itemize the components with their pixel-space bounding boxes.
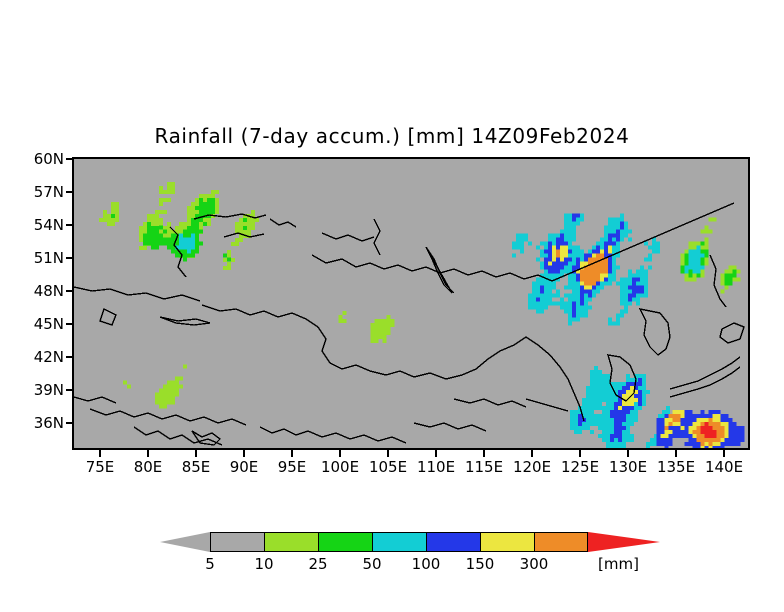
colorbar-segments[interactable] (210, 532, 588, 552)
colorbar-segment-100-150[interactable] (480, 532, 534, 552)
colorbar-unit-label: [mm] (598, 555, 639, 573)
page-title: Rainfall (7-day accum.) [mm] 14Z09Feb202… (154, 124, 630, 148)
colorbar-label-25: 25 (308, 555, 328, 573)
xtick-mark (483, 450, 485, 457)
ytick-mark (66, 191, 73, 193)
colorbar[interactable]: 5 10 25 50 100 150 300 [mm] (160, 528, 660, 582)
xlabel-90e: 90E (229, 458, 259, 476)
xtick-mark (291, 450, 293, 457)
ytick-mark (66, 290, 73, 292)
coastline-layer (74, 202, 745, 446)
ylabel-42n: 42N (33, 348, 64, 366)
ytick-mark (66, 422, 73, 424)
ylabel-36n: 36N (33, 414, 64, 432)
ytick-mark (66, 389, 73, 391)
xlabel-120e: 120E (512, 458, 552, 476)
xlabel-105e: 105E (368, 458, 408, 476)
map-plot-panel[interactable] (72, 157, 750, 450)
ylabel-60n: 60N (33, 150, 64, 168)
rainfall-cells (98, 181, 745, 448)
colorbar-label-150: 150 (465, 555, 495, 573)
colorbar-label-5: 5 (205, 555, 215, 573)
ylabel-51n: 51N (33, 249, 64, 267)
xtick-mark (435, 450, 437, 457)
ylabel-39n: 39N (33, 381, 64, 399)
xlabel-110e: 110E (416, 458, 456, 476)
colorbar-segment-5-10[interactable] (264, 532, 318, 552)
colorbar-label-50: 50 (362, 555, 382, 573)
xtick-mark (147, 450, 149, 457)
colorbar-high-cap (588, 532, 660, 552)
xlabel-100e: 100E (320, 458, 360, 476)
colorbar-segment-150-300[interactable] (534, 532, 588, 552)
xtick-mark (531, 450, 533, 457)
colorbar-segment-50-100[interactable] (426, 532, 480, 552)
xlabel-130e: 130E (608, 458, 648, 476)
xlabel-85e: 85E (181, 458, 211, 476)
colorbar-label-300: 300 (519, 555, 549, 573)
xlabel-140e: 140E (704, 458, 744, 476)
colorbar-label-100: 100 (411, 555, 441, 573)
xtick-mark (243, 450, 245, 457)
ylabel-45n: 45N (33, 315, 64, 333)
xtick-mark (627, 450, 629, 457)
xtick-mark (675, 450, 677, 457)
xtick-mark (339, 450, 341, 457)
ytick-mark (66, 323, 73, 325)
xtick-mark (195, 450, 197, 457)
xtick-mark (99, 450, 101, 457)
colorbar-label-10: 10 (254, 555, 274, 573)
rainfall-heatmap (74, 159, 748, 448)
xtick-mark (387, 450, 389, 457)
ytick-mark (66, 356, 73, 358)
xlabel-95e: 95E (277, 458, 307, 476)
xlabel-115e: 115E (464, 458, 504, 476)
ylabel-48n: 48N (33, 282, 64, 300)
colorbar-segment-10-25[interactable] (318, 532, 372, 552)
ylabel-57n: 57N (33, 183, 64, 201)
xlabel-80e: 80E (133, 458, 163, 476)
colorbar-low-cap (160, 532, 210, 552)
xtick-mark (723, 450, 725, 457)
ytick-mark (66, 224, 73, 226)
colorbar-segment-25-50[interactable] (372, 532, 426, 552)
ylabel-54n: 54N (33, 216, 64, 234)
ytick-mark (66, 158, 73, 160)
colorbar-segment-0-5[interactable] (210, 532, 264, 552)
xlabel-75e: 75E (85, 458, 115, 476)
xlabel-135e: 135E (656, 458, 696, 476)
xlabel-125e: 125E (560, 458, 600, 476)
ytick-mark (66, 257, 73, 259)
xtick-mark (579, 450, 581, 457)
